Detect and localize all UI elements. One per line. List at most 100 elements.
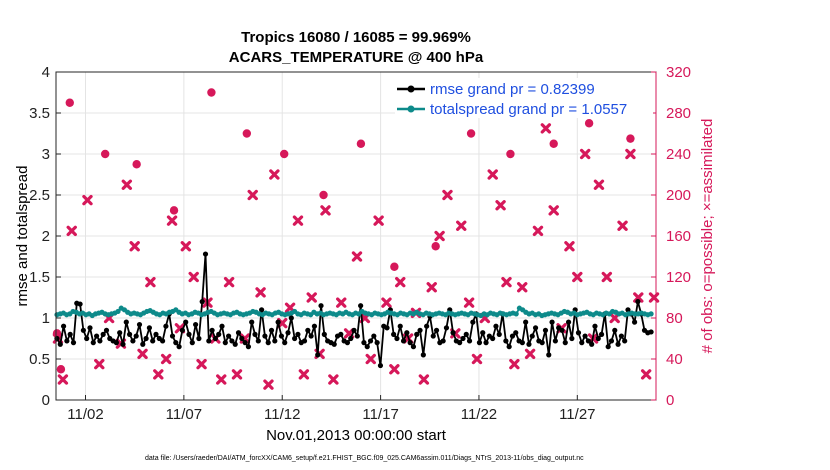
rmse-point	[523, 319, 529, 325]
rmse-point	[288, 315, 294, 321]
rmse-point	[338, 331, 344, 337]
obs-assimilated-point	[579, 148, 591, 160]
x-tick-label: 11/17	[362, 406, 398, 423]
rmse-point	[272, 338, 278, 344]
rmse-point	[460, 335, 466, 342]
rmse-point	[117, 330, 123, 336]
obs-assimilated-point	[145, 276, 156, 288]
rmse-point	[229, 338, 235, 344]
rmse-point	[60, 323, 67, 329]
obs-possible-point	[356, 139, 366, 148]
obs-assimilated-point	[269, 169, 280, 180]
rmse-point	[440, 338, 446, 344]
obs-assimilated-point	[572, 271, 583, 283]
legend-box	[395, 78, 653, 118]
y-right-tick-label: 240	[666, 146, 691, 163]
rmse-point	[136, 321, 143, 328]
obs-possible-point	[319, 190, 328, 200]
rmse-point	[371, 333, 377, 339]
obs-assimilated-point	[395, 276, 406, 288]
rmse-point	[262, 333, 268, 339]
rmse-point	[394, 335, 400, 342]
rmse-point	[513, 330, 519, 336]
obs-assimilated-point	[426, 282, 437, 293]
y-tick-label: 3.5	[29, 105, 50, 122]
rmse-point	[183, 319, 189, 325]
obs-assimilated-point	[365, 353, 376, 365]
footnote: data file: /Users/raeder/DAI/ATM_forcXX/…	[145, 455, 584, 462]
rmse-point	[278, 333, 285, 339]
rmse-point	[206, 338, 212, 344]
obs-assimilated-point	[593, 179, 605, 190]
rmse-point	[153, 331, 159, 337]
rmse-point	[457, 340, 463, 346]
rmse-point	[622, 338, 628, 344]
rmse-point	[592, 323, 598, 329]
rmse-point	[579, 340, 585, 346]
y-tick-label: 3	[42, 146, 50, 163]
y-right-tick-label: 280	[666, 105, 691, 122]
rmse-point	[417, 327, 423, 333]
rmse-point	[612, 327, 618, 333]
rmse-point	[463, 331, 469, 337]
rmse-point	[295, 331, 301, 337]
obs-assimilated-point	[263, 379, 274, 390]
rmse-point	[199, 299, 205, 305]
rmse-point	[67, 331, 73, 337]
obs-assimilated-point	[434, 230, 445, 242]
y-right-tick-label: 320	[666, 64, 691, 81]
rmse-point	[595, 335, 601, 342]
y-tick-label: 0	[42, 392, 50, 409]
rmse-point	[391, 331, 397, 337]
rmse-point	[565, 319, 572, 325]
totalspread-point	[648, 311, 654, 317]
rmse-point	[503, 338, 509, 344]
rmse-point	[424, 323, 430, 329]
rmse-point	[77, 301, 83, 307]
rmse-point	[351, 327, 357, 333]
obs-assimilated-point	[381, 297, 392, 308]
obs-assimilated-point	[216, 374, 227, 385]
legend-rmse-label: rmse grand pr = 0.82399	[430, 81, 595, 98]
obs-assimilated-point	[548, 205, 559, 216]
y-right-axis-label: # of obs: o=possible; ×=assimilated	[699, 119, 716, 354]
rmse-point	[407, 340, 413, 346]
rmse-point	[57, 341, 63, 347]
rmse-point	[232, 341, 238, 347]
rmse-point	[259, 307, 265, 313]
rmse-point	[496, 331, 502, 337]
rmse-point	[608, 338, 615, 344]
rmse-point	[84, 335, 90, 342]
obs-assimilated-point	[66, 225, 77, 237]
obs-assimilated-point	[617, 220, 628, 231]
rmse-point	[598, 331, 605, 337]
rmse-point	[354, 333, 360, 339]
rmse-point	[443, 325, 450, 331]
y-right-tick-label: 120	[666, 269, 691, 286]
rmse-point	[625, 307, 631, 313]
rmse-point	[216, 331, 222, 337]
rmse-point	[549, 319, 555, 325]
obs-assimilated-point	[306, 292, 317, 303]
rmse-point	[265, 340, 271, 346]
rmse-point	[476, 340, 483, 346]
rmse-point	[526, 341, 532, 347]
rmse-point	[470, 319, 476, 325]
rmse-point	[193, 321, 199, 328]
obs-assimilated-series	[52, 123, 660, 390]
rmse-point	[631, 319, 638, 325]
rmse-point	[150, 338, 156, 344]
obs-assimilated-point	[564, 241, 575, 252]
rmse-point	[140, 341, 146, 347]
obs-assimilated-point	[298, 369, 310, 380]
rmse-point	[344, 340, 351, 346]
obs-assimilated-point	[495, 200, 506, 211]
rmse-point	[635, 299, 641, 305]
obs-assimilated-point	[223, 276, 235, 288]
obs-assimilated-point	[463, 297, 475, 308]
y-axis-label: rmse and totalspread	[14, 166, 31, 307]
y-axis-left: 0 0.5 1 1.5 2 2.5 3 3.5 4	[29, 64, 61, 409]
rmse-point	[589, 341, 595, 347]
rmse-point	[219, 323, 225, 329]
rmse-point	[163, 323, 169, 329]
